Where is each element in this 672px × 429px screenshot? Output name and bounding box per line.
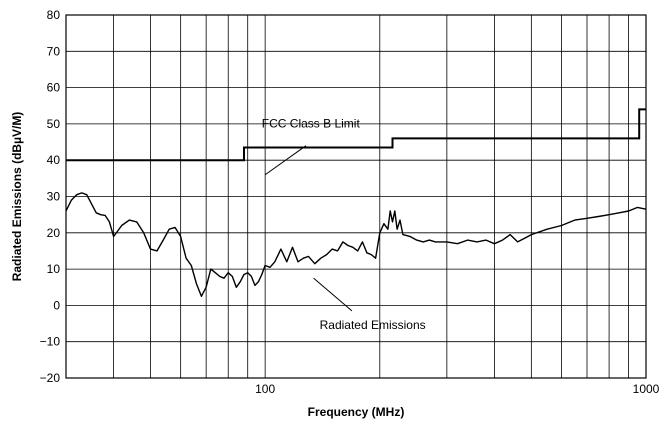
tick-labels: −20 −10 0 10 20 30 40 50 60 70 80 100 1000 — [40, 8, 660, 396]
y-tick-label: −10 — [40, 335, 61, 349]
x-axis-title: Frequency (MHz) — [308, 405, 405, 419]
y-tick-label: 60 — [47, 81, 61, 95]
x-tick-label: 100 — [255, 382, 275, 396]
x-tick-label: 1000 — [633, 382, 660, 396]
emissions-annotation-label: Radiated Emissions — [320, 318, 426, 332]
limit-leader-line — [264, 145, 307, 176]
y-tick-label: 40 — [47, 153, 61, 167]
limit-annotation-label: FCC Class B Limit — [262, 117, 361, 131]
annotation-layer: FCC Class B Limit Radiated Emissions — [262, 117, 426, 332]
plot-frame — [65, 14, 647, 379]
y-tick-label: 50 — [47, 117, 61, 131]
emissions-leader-line — [313, 277, 353, 312]
series-fcc-class-b-limit — [66, 108, 646, 162]
y-tick-label: 20 — [47, 226, 61, 240]
y-tick-label: 10 — [47, 262, 61, 276]
y-tick-label: 30 — [47, 190, 61, 204]
y-tick-label: −20 — [40, 371, 61, 385]
series-radiated-emissions — [65, 192, 647, 297]
y-tick-label: 0 — [53, 298, 60, 312]
y-tick-label: 80 — [47, 8, 61, 22]
y-tick-label: 70 — [47, 44, 61, 58]
y-axis-title: Radiated Emissions (dBµV/M) — [10, 112, 24, 282]
series-layer — [65, 108, 647, 297]
